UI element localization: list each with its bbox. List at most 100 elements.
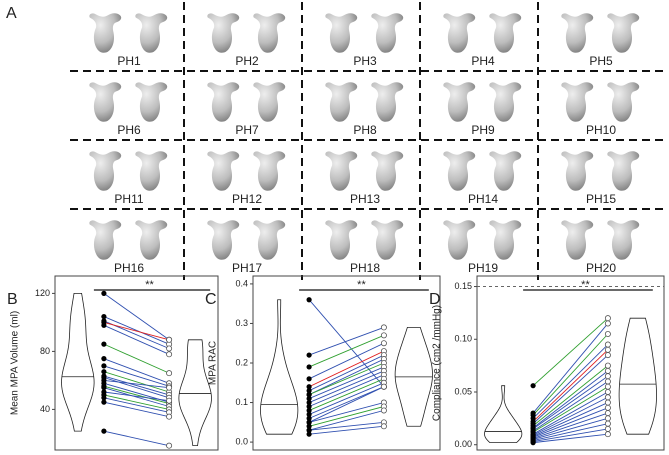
pre-point [306,419,312,425]
y-axis-label: Mean MPA Volume (ml) [10,311,21,415]
pair-line [103,365,170,387]
vessel-shape [489,13,522,53]
vessel-shape [89,220,122,260]
pre-point [101,385,107,391]
pair-line [532,349,609,422]
pre-point [101,363,107,369]
pair-line [308,350,385,388]
pair-line [308,406,385,427]
panel-label: B [7,291,18,308]
pre-point [101,399,107,405]
case-label: PH6 [117,123,141,137]
pair-line [103,324,170,355]
pair-line [532,375,609,430]
y-tick-label: 0.2 [235,357,248,367]
y-tick-label: 0.0 [235,436,248,446]
pair-line [532,402,609,437]
pair-line [103,321,170,341]
pre-point [306,407,312,414]
y-tick-label: 0.3 [235,318,248,328]
vessel-shape [325,220,358,260]
pair-line [103,343,170,374]
violin [260,299,299,435]
pre-point [530,383,536,389]
case-label: PH15 [586,192,616,206]
pair-line [308,342,385,380]
vessel-shape [561,151,594,191]
post-point [166,370,173,377]
pre-point [306,427,312,433]
pair-line [103,397,170,413]
vessel-shape [371,220,404,260]
pair-line [308,354,385,392]
pre-point [306,384,312,390]
pre-point [306,431,312,437]
pair-line [103,430,170,447]
y-tick-label: 0.15 [454,281,472,291]
pre-point [101,341,107,347]
pre-point [101,322,107,328]
vessel-shape [89,13,122,53]
pair-line [308,370,385,403]
pair-line [308,410,385,431]
y-tick-label: 0.05 [454,386,472,396]
case-label: PH10 [586,123,616,137]
vessel-shape [371,151,404,191]
case-label: PH17 [232,261,262,275]
violin [484,385,523,444]
case-label: PH16 [114,261,144,275]
pair-line [103,401,170,418]
vessel-shape [325,82,358,122]
pre-point [306,415,312,421]
post-point [604,341,611,348]
pair-line [532,417,609,440]
case-label: PH1 [117,54,141,68]
post-point [604,315,611,322]
post-point [604,320,611,327]
vessel-shape [607,220,640,260]
pair-line [308,334,385,368]
pre-point [101,369,107,375]
plot-frame [54,275,219,451]
vessel-shape [207,151,240,191]
vessel-shape [607,13,640,53]
post-point [166,397,173,404]
post-point [604,346,611,353]
vessel-shape [135,220,168,260]
pair-line [308,362,385,396]
post-point [166,442,173,449]
pair-line [103,377,170,399]
vessel-shape [561,82,594,122]
pair-line [533,428,608,443]
vessel-shape [443,82,476,122]
significance-label: ** [581,279,590,291]
pair-line [532,391,609,435]
vessel-shape [561,220,594,260]
post-point [604,388,611,395]
vessel-shape [489,82,522,122]
post-point [604,394,611,401]
post-point [166,351,173,358]
pair-line [103,385,170,405]
violin [61,293,95,432]
vessel-shape [443,13,476,53]
post-point [604,404,611,411]
vessel-shape [207,13,240,53]
pre-point [306,352,312,358]
post-point [604,373,611,380]
vessel-shape [489,151,522,191]
pair-line [532,354,609,424]
post-point [604,378,611,385]
pair-line [103,394,170,410]
post-point [604,431,611,438]
pair-line [533,423,608,441]
post-point [604,420,611,427]
post-point [166,384,173,391]
pre-point [306,376,312,382]
post-point [380,340,387,347]
pair-line [103,293,170,341]
case-label: PH3 [353,54,377,68]
post-point [604,415,611,422]
post-point [604,399,611,406]
vessel-shape [253,13,286,53]
